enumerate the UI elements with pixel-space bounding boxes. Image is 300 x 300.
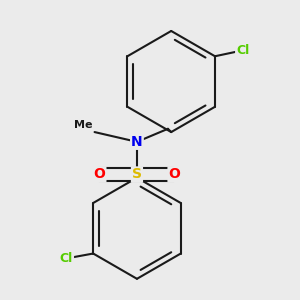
- Text: Me: Me: [74, 120, 93, 130]
- Text: O: O: [94, 167, 105, 182]
- Text: Cl: Cl: [60, 252, 73, 265]
- Text: N: N: [131, 135, 143, 149]
- Text: S: S: [132, 167, 142, 182]
- Text: O: O: [169, 167, 180, 182]
- Text: Cl: Cl: [236, 44, 249, 57]
